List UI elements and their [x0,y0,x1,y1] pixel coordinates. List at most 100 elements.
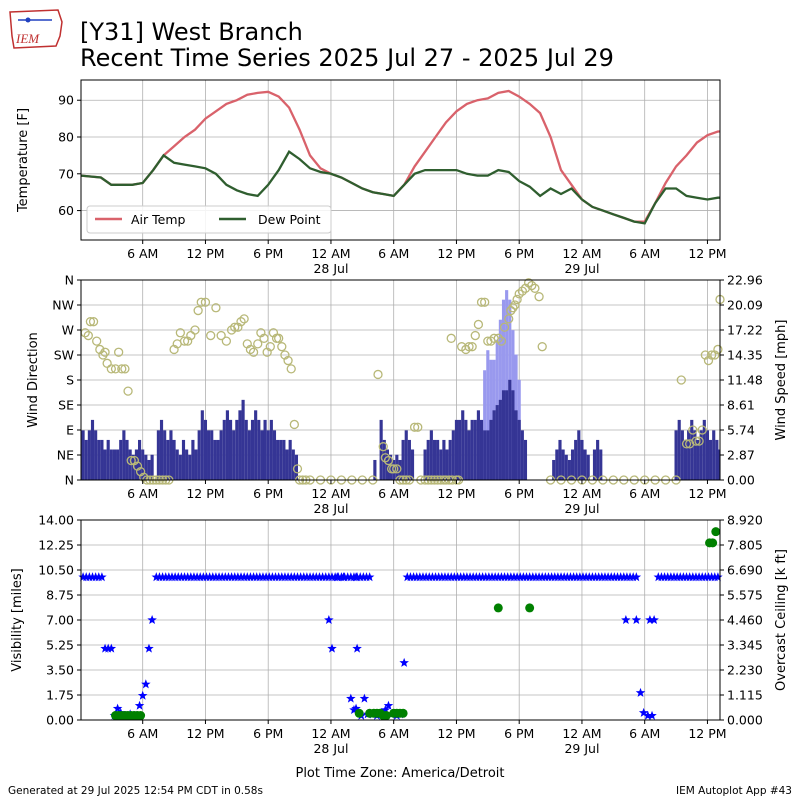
ytick-label: 60 [58,203,74,218]
wind-speed-bar [436,439,440,480]
wind-direction-point [688,425,698,435]
xtick-label: 12 AM [311,486,350,501]
xtick-date-label: 29 Jul [564,501,599,516]
wind-speed-bar [495,405,499,480]
xtick-label: 12 PM [437,486,475,501]
visibility-point [106,643,117,653]
wind-speed-bar [103,449,107,480]
wind-speed-bar [200,410,204,480]
ytick-right-label: 2.87 [727,448,755,463]
wind-speed-bar [432,439,437,480]
wind-direction-point [230,322,240,332]
wind-speed-bar [717,449,721,480]
wind-speed-bar [555,449,559,480]
visibility-point [144,643,154,653]
wind-direction-point [206,330,216,341]
wind-speed-bar [696,439,700,480]
wind-speed-bar [574,439,578,480]
wind-speed-bar [448,439,452,480]
wind-speed-bar [680,430,684,480]
visibility-point [364,572,375,582]
wind-direction-point [106,364,116,374]
wind-direction-point [236,317,246,327]
wind-direction-point [110,364,121,374]
wind-direction-point [373,369,383,380]
wind-speed-bar [599,449,603,480]
wind-speed-bar [690,419,694,480]
wind-speed-bar [373,459,377,480]
ytick-label: 10.50 [38,563,74,578]
wind-speed-bar [674,430,678,480]
visibility-point [134,700,145,710]
xtick-date-label: 28 Jul [313,501,348,516]
wind-speed-bar [194,449,198,480]
wind-speed-bar [87,430,91,480]
page-title-line2: Recent Time Series 2025 Jul 27 - 2025 Ju… [80,44,614,72]
wind-speed-bar [476,410,480,480]
wind-direction-point [706,350,717,360]
wind-speed-bar [163,430,167,480]
wind-speed-bar [260,430,264,480]
wind-speed-bar [467,430,471,480]
wind-direction-point [409,422,420,432]
wind-direction-point [512,294,522,305]
wind-speed-bar [426,439,430,480]
wind-direction-point [123,386,133,396]
visibility-point [327,643,337,653]
visibility-point [643,710,653,720]
xtick-label: 6 AM [629,486,660,501]
wind-direction-point [239,314,249,324]
ceiling-point [525,603,535,613]
logo-dot-icon [25,17,31,23]
ytick-right-label: 8.61 [727,398,755,413]
xtick-label: 6 PM [253,486,283,501]
ceiling-point [354,708,364,718]
wind-speed-bar [106,439,110,480]
wind-speed-bar [285,449,289,480]
wind-speed-bar [213,439,217,480]
wind-direction-point [277,342,287,352]
wind-direction-point [392,464,402,474]
ytick-label: 90 [58,93,74,108]
ytick-label: N [65,473,74,488]
ytick-label: 1.75 [46,688,74,703]
visibility-point [359,693,370,703]
wind-direction-point [473,319,484,330]
xtick-label: 6 AM [378,246,409,261]
wind-direction-point [504,314,514,324]
ytick-label: 0.00 [46,713,74,728]
wind-speed-bar [257,419,261,480]
ytick-right-label: 14.35 [727,348,763,363]
xtick-label: 6 AM [127,726,158,741]
wind-direction-point [508,303,518,313]
wind-speed-bar [94,430,98,480]
wind-speed-bar [699,430,703,480]
wind-speed-bar [558,439,562,480]
wind-speed-bar [580,439,584,480]
wind-speed-bar [169,430,173,480]
wind-speed-bar [407,439,411,480]
wind-speed-bar [505,390,509,480]
wind-speed-bar [272,430,277,480]
wind-speed-bar [216,439,220,480]
wind-speed-bar [508,379,512,480]
wind-direction-point [681,439,692,449]
wind-speed-bar [564,454,568,480]
wind-direction-point [117,364,127,374]
wind-speed-bar [81,430,85,480]
wind-speed-bar [207,430,211,480]
xtick-date-label: 29 Jul [564,741,599,756]
xtick-label: 6 PM [504,486,534,501]
wind-direction-point [211,303,221,313]
ytick-right-label: 5.575 [727,588,763,603]
wind-speed-bar [150,454,154,480]
wind-direction-point [292,464,303,474]
logo-text: IEM [15,31,40,46]
wind-speed-bar [458,419,462,480]
wind-direction-point [517,286,527,296]
ytick-label: 3.50 [46,663,74,678]
ytick-label: NW [52,298,74,313]
wind-speed-bar [119,439,123,480]
visibility-point [147,615,157,625]
wind-speed-bar [185,449,189,480]
